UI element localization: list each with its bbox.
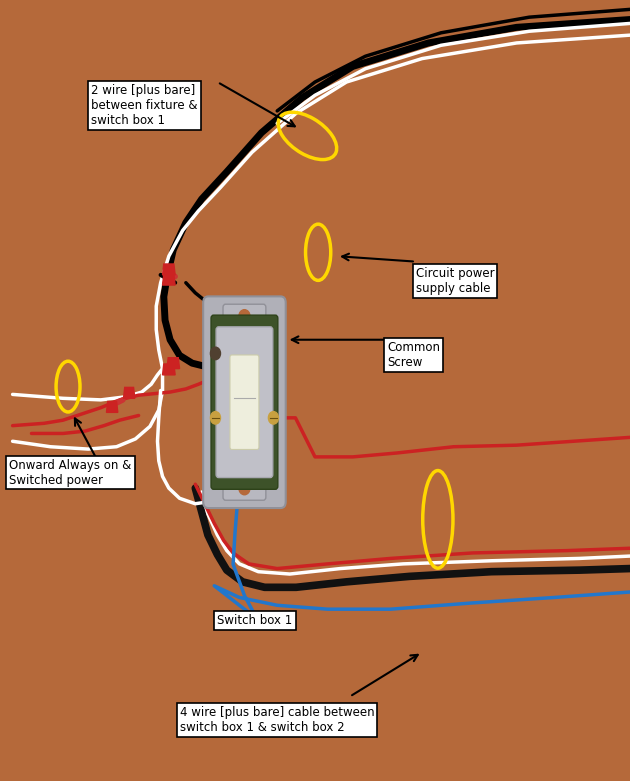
Polygon shape — [167, 358, 180, 369]
FancyBboxPatch shape — [203, 296, 285, 508]
Text: Onward Always on &
Switched power: Onward Always on & Switched power — [9, 458, 132, 487]
Circle shape — [239, 309, 250, 323]
FancyBboxPatch shape — [223, 475, 266, 501]
Text: 4 wire [plus bare] cable between
switch box 1 & switch box 2: 4 wire [plus bare] cable between switch … — [180, 706, 374, 734]
Circle shape — [210, 348, 220, 359]
Polygon shape — [163, 264, 175, 275]
Polygon shape — [163, 274, 175, 285]
Polygon shape — [106, 401, 118, 412]
FancyBboxPatch shape — [216, 327, 273, 478]
FancyBboxPatch shape — [211, 315, 278, 489]
FancyBboxPatch shape — [230, 355, 259, 450]
Polygon shape — [123, 387, 135, 398]
Circle shape — [239, 481, 250, 495]
Text: Common
Screw: Common Screw — [387, 341, 440, 369]
Circle shape — [210, 412, 220, 424]
FancyBboxPatch shape — [223, 304, 266, 330]
Text: 2 wire [plus bare]
between fixture &
switch box 1: 2 wire [plus bare] between fixture & swi… — [91, 84, 198, 127]
Polygon shape — [163, 364, 175, 375]
Circle shape — [268, 412, 278, 424]
Text: Circuit power
supply cable: Circuit power supply cable — [416, 267, 495, 295]
Text: Switch box 1: Switch box 1 — [217, 615, 292, 627]
